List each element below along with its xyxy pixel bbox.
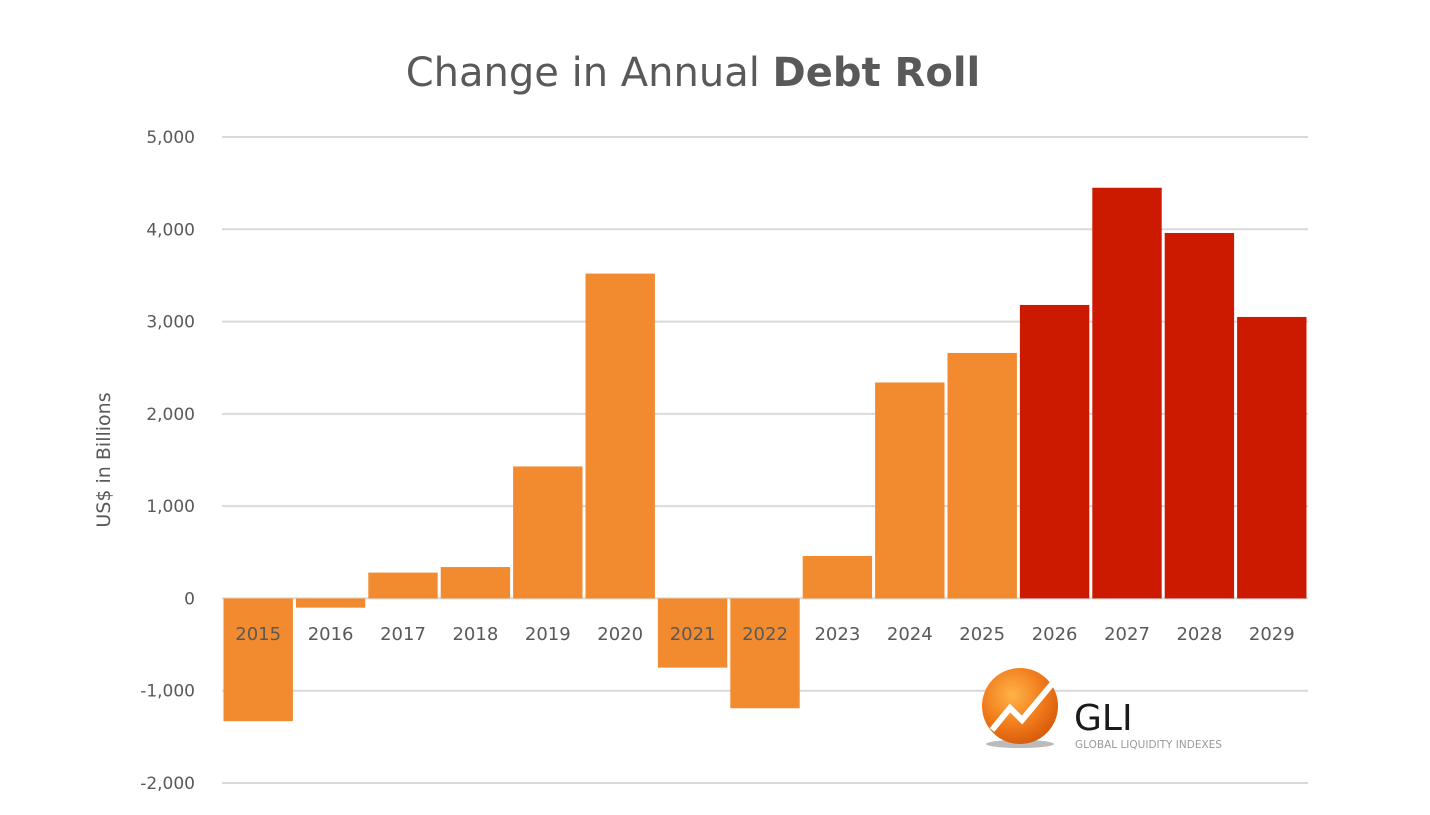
bar-2015	[223, 598, 293, 722]
y-tick-label: 3,000	[146, 313, 195, 333]
y-tick-label: -2,000	[140, 774, 195, 794]
x-tick-label: 2022	[742, 624, 788, 645]
bar-2028	[1164, 232, 1235, 599]
bar-2021	[657, 598, 728, 668]
x-tick-labels: 2015 2016 2017 2018 2019 2020 2021 2022 2023 2024…	[235, 624, 1294, 645]
bars	[223, 187, 1307, 722]
logo-name: GLI	[1074, 698, 1133, 739]
bar-2024	[875, 382, 945, 599]
bar-2023	[802, 555, 873, 599]
y-tick-labels: 5,000 4,000 3,000 2,000 1,000 0 -1,000 -2,000	[140, 128, 195, 794]
y-tick-label: 0	[184, 589, 195, 609]
x-tick-label: 2021	[670, 624, 716, 645]
logo-trend-arrow-icon	[989, 682, 1055, 732]
x-tick-label: 2024	[887, 624, 933, 645]
y-tick-label: 4,000	[146, 220, 195, 240]
bar-2018	[440, 567, 511, 599]
logo-globe-icon	[982, 668, 1058, 744]
gli-logo: GLI GLOBAL LIQUIDITY INDEXES	[982, 668, 1222, 751]
x-tick-label: 2023	[814, 624, 860, 645]
bar-2016	[295, 598, 366, 608]
title-bold: Debt Roll	[773, 50, 981, 96]
x-tick-label: 2018	[452, 624, 498, 645]
bar-2027	[1092, 187, 1162, 599]
x-tick-label: 2027	[1104, 624, 1150, 645]
chart-title: Change in Annual Debt Roll	[406, 50, 981, 96]
y-tick-label: -1,000	[140, 682, 195, 702]
bar-2017	[368, 572, 438, 599]
x-tick-label: 2016	[308, 624, 354, 645]
bar-2022	[730, 598, 800, 709]
x-tick-label: 2019	[525, 624, 571, 645]
bar-2029	[1237, 316, 1307, 599]
logo-tagline: GLOBAL LIQUIDITY INDEXES	[1075, 739, 1222, 751]
y-tick-label: 1,000	[146, 497, 195, 517]
bar-2020	[585, 273, 655, 599]
title-regular: Change in Annual	[406, 50, 773, 96]
x-tick-label: 2020	[597, 624, 643, 645]
x-tick-label: 2026	[1032, 624, 1078, 645]
bar-2019	[513, 466, 583, 599]
x-tick-label: 2028	[1176, 624, 1222, 645]
bar-2026	[1019, 304, 1090, 599]
x-tick-label: 2025	[959, 624, 1005, 645]
x-tick-label: 2029	[1249, 624, 1295, 645]
x-tick-label: 2017	[380, 624, 426, 645]
y-axis-label: US$ in Billions	[93, 392, 115, 527]
y-tick-label: 2,000	[146, 405, 195, 425]
bar-2025	[947, 352, 1017, 599]
x-tick-label: 2015	[235, 624, 281, 645]
y-tick-label: 5,000	[146, 128, 195, 148]
